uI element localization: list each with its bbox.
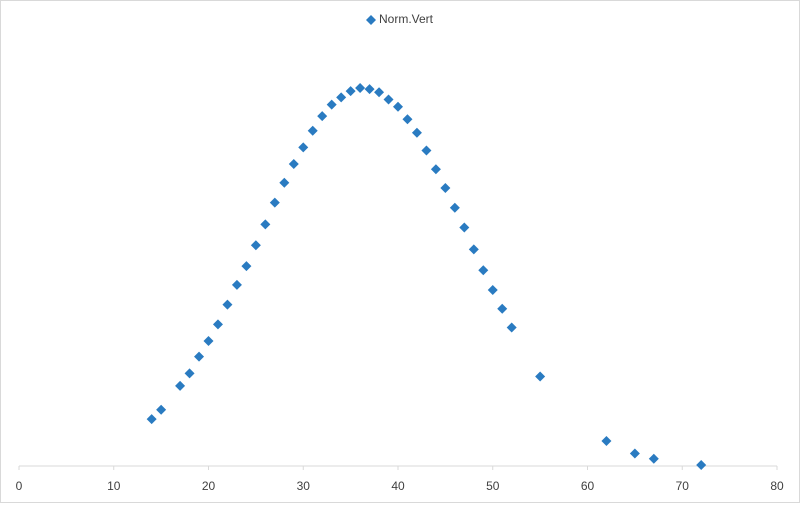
x-tick-label: 50 (486, 479, 500, 493)
data-point (298, 142, 309, 153)
data-point (535, 371, 546, 382)
x-tick-label: 10 (107, 479, 121, 493)
data-point (184, 368, 195, 379)
data-point (269, 197, 280, 208)
data-point (203, 336, 214, 347)
data-point (430, 164, 441, 175)
legend-label: Norm.Vert (379, 12, 434, 26)
data-point (421, 145, 432, 156)
data-point (146, 414, 157, 425)
data-point (440, 182, 451, 193)
data-point (478, 265, 489, 276)
x-tick-label: 40 (391, 479, 405, 493)
data-point (345, 86, 356, 97)
data-point (250, 240, 261, 251)
data-point (393, 101, 403, 112)
data-point (326, 99, 337, 110)
x-tick-label: 0 (16, 479, 23, 493)
data-point (497, 303, 508, 314)
data-point (449, 202, 460, 213)
data-point (383, 94, 394, 105)
data-point (156, 404, 167, 415)
data-point (459, 222, 470, 233)
data-point (175, 380, 186, 391)
data-point (279, 177, 290, 188)
data-point (374, 87, 385, 98)
data-point (487, 285, 498, 296)
data-point (411, 127, 422, 138)
data-point (317, 111, 328, 122)
data-point (194, 351, 205, 362)
data-point (696, 459, 707, 470)
data-point (231, 279, 242, 290)
x-tick-label: 80 (770, 479, 784, 493)
x-tick-label: 20 (202, 479, 216, 493)
data-point (468, 244, 479, 255)
data-point (364, 84, 375, 95)
x-tick-label: 60 (581, 479, 595, 493)
data-point (288, 159, 299, 170)
data-point (260, 219, 271, 230)
data-point (212, 319, 223, 330)
data-point (241, 261, 252, 272)
data-point (629, 448, 640, 459)
data-point (307, 125, 318, 136)
data-point (506, 322, 517, 333)
data-point (336, 92, 347, 103)
data-point (402, 114, 413, 125)
data-point (222, 299, 233, 310)
data-point (355, 83, 366, 94)
x-tick-label: 70 (676, 479, 690, 493)
data-point (601, 436, 612, 447)
legend-marker (366, 15, 376, 25)
x-tick-label: 30 (297, 479, 311, 493)
data-point (648, 453, 659, 464)
